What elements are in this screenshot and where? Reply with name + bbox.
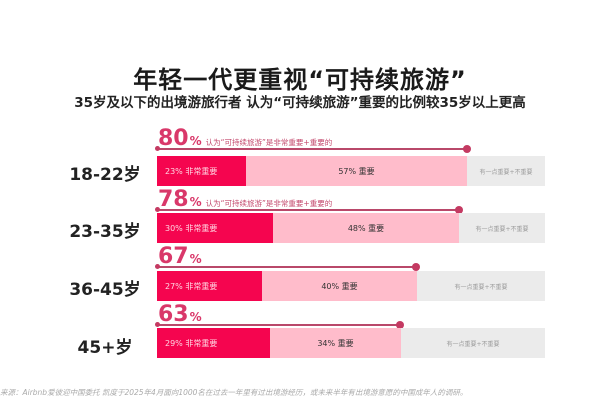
line-start-dot xyxy=(155,146,160,151)
total-label: 78% 认为“可持续旅游”是非常重要+重要的 xyxy=(158,189,332,211)
line-start-dot xyxy=(155,264,160,269)
segment-very-important: 27% 非常重要 xyxy=(157,271,262,301)
line-start-dot xyxy=(155,322,160,327)
stacked-bar: 30% 非常重要 48% 重要 有一点重要+不重要 xyxy=(157,213,545,243)
line-start-dot xyxy=(155,207,160,212)
segment-important: 40% 重要 xyxy=(262,271,417,301)
segment-very-important: 30% 非常重要 xyxy=(157,213,273,243)
pct-sign: % xyxy=(189,310,202,324)
line-end-dot xyxy=(463,145,471,153)
total-label: 80% 认为“可持续旅游”是非常重要+重要的 xyxy=(158,128,332,150)
stacked-bar: 27% 非常重要 40% 重要 有一点重要+不重要 xyxy=(157,271,545,301)
age-label: 45+岁 xyxy=(77,338,133,358)
line-end-dot xyxy=(412,263,420,271)
source-footnote: 来源：Airbnb爱彼迎中国委托 凯度于2025年4月面向1000名在过去一年里… xyxy=(0,388,468,397)
segment-other: 有一点重要+不重要 xyxy=(401,328,545,358)
chart-title: 年轻一代更重视“可持续旅游” xyxy=(133,66,467,94)
age-label: 18-22岁 xyxy=(69,165,141,185)
segment-very-important: 29% 非常重要 xyxy=(157,328,270,358)
chart-subtitle: 35岁及以下的出境游旅行者 认为“可持续旅游”重要的比例较35岁以上更高 xyxy=(74,95,526,111)
total-line xyxy=(157,324,401,326)
segment-important: 48% 重要 xyxy=(273,213,459,243)
segment-very-important: 23% 非常重要 xyxy=(157,156,246,186)
total-value: 80 xyxy=(158,126,189,151)
total-note: 认为“可持续旅游”是非常重要+重要的 xyxy=(205,199,333,208)
segment-other: 有一点重要+不重要 xyxy=(459,213,545,243)
segment-other: 有一点重要+不重要 xyxy=(467,156,545,186)
pct-sign: % xyxy=(189,195,202,209)
age-label: 23-35岁 xyxy=(69,222,141,242)
segment-important: 57% 重要 xyxy=(246,156,467,186)
total-line xyxy=(157,209,459,211)
total-label: 67% xyxy=(158,246,202,268)
total-value: 67 xyxy=(158,244,189,269)
segment-other: 有一点重要+不重要 xyxy=(417,271,545,301)
pct-sign: % xyxy=(189,134,202,148)
total-line xyxy=(157,148,467,150)
line-end-dot xyxy=(396,321,404,329)
pct-sign: % xyxy=(189,252,202,266)
total-note: 认为“可持续旅游”是非常重要+重要的 xyxy=(205,138,333,147)
age-label: 36-45岁 xyxy=(69,280,141,300)
total-value: 78 xyxy=(158,187,189,212)
total-value: 63 xyxy=(158,302,189,327)
line-end-dot xyxy=(455,206,463,214)
stacked-bar: 23% 非常重要 57% 重要 有一点重要+不重要 xyxy=(157,156,545,186)
total-label: 63% xyxy=(158,304,202,326)
total-line xyxy=(157,266,417,268)
segment-important: 34% 重要 xyxy=(270,328,401,358)
stacked-bar: 29% 非常重要 34% 重要 有一点重要+不重要 xyxy=(157,328,545,358)
